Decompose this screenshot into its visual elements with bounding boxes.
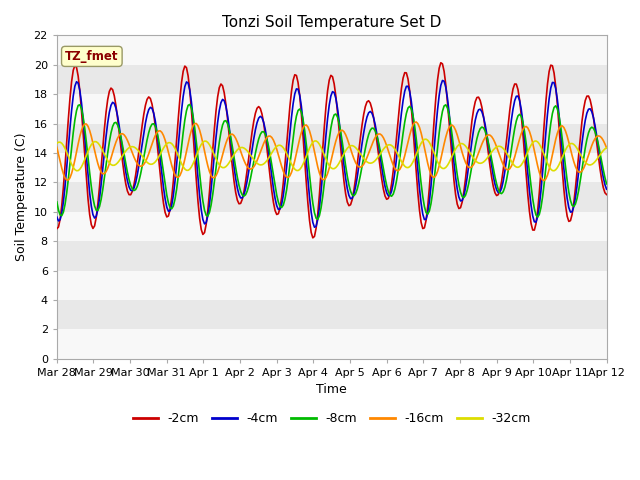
-2cm xyxy=(309,235,317,241)
-8cm xyxy=(506,158,513,164)
-16cm xyxy=(603,145,611,151)
-8cm xyxy=(53,199,61,205)
-4cm xyxy=(438,78,446,84)
-4cm xyxy=(363,114,371,120)
-4cm xyxy=(603,186,611,192)
-4cm xyxy=(506,130,513,136)
Bar xyxy=(57,94,607,123)
-4cm xyxy=(53,214,61,220)
-2cm xyxy=(506,108,513,113)
Y-axis label: Soil Temperature (C): Soil Temperature (C) xyxy=(15,133,28,262)
-16cm xyxy=(362,158,369,164)
-8cm xyxy=(60,209,67,215)
-8cm xyxy=(603,181,611,187)
Line: -8cm: -8cm xyxy=(57,105,607,219)
-32cm xyxy=(60,143,67,148)
Text: TZ_fmet: TZ_fmet xyxy=(65,50,118,63)
Bar xyxy=(57,212,607,241)
-4cm xyxy=(513,94,520,99)
Bar xyxy=(57,271,607,300)
Bar xyxy=(57,329,607,359)
-32cm xyxy=(53,141,61,146)
-16cm xyxy=(511,154,518,160)
-16cm xyxy=(412,119,420,125)
-32cm xyxy=(217,164,225,169)
Bar xyxy=(57,153,607,182)
Legend: -2cm, -4cm, -8cm, -16cm, -32cm: -2cm, -4cm, -8cm, -16cm, -32cm xyxy=(127,407,536,430)
-32cm xyxy=(511,163,518,169)
Line: -16cm: -16cm xyxy=(57,122,607,180)
Title: Tonzi Soil Temperature Set D: Tonzi Soil Temperature Set D xyxy=(222,15,442,30)
-16cm xyxy=(60,171,67,177)
-8cm xyxy=(513,118,520,124)
-32cm xyxy=(362,157,369,163)
-2cm xyxy=(603,192,611,197)
X-axis label: Time: Time xyxy=(316,384,347,396)
-8cm xyxy=(365,132,372,138)
-8cm xyxy=(175,173,182,179)
Bar xyxy=(57,36,607,65)
-32cm xyxy=(603,145,611,151)
-2cm xyxy=(175,116,182,121)
-32cm xyxy=(550,168,558,174)
-4cm xyxy=(60,199,67,204)
Line: -4cm: -4cm xyxy=(57,81,607,227)
-4cm xyxy=(175,143,182,149)
Line: -32cm: -32cm xyxy=(57,139,607,171)
-2cm xyxy=(437,60,445,66)
-2cm xyxy=(217,81,225,87)
-16cm xyxy=(504,167,512,173)
Line: -2cm: -2cm xyxy=(57,63,607,238)
-16cm xyxy=(175,175,182,180)
-2cm xyxy=(513,81,520,87)
-8cm xyxy=(186,102,193,108)
-16cm xyxy=(540,178,548,183)
-2cm xyxy=(363,99,371,105)
-16cm xyxy=(217,158,225,164)
-32cm xyxy=(422,136,430,142)
-8cm xyxy=(219,122,227,128)
-2cm xyxy=(53,226,61,231)
-2cm xyxy=(60,184,67,190)
-4cm xyxy=(310,224,318,230)
-32cm xyxy=(175,153,182,159)
-32cm xyxy=(504,153,512,158)
-4cm xyxy=(217,100,225,106)
-8cm xyxy=(314,216,321,222)
-16cm xyxy=(53,144,61,150)
